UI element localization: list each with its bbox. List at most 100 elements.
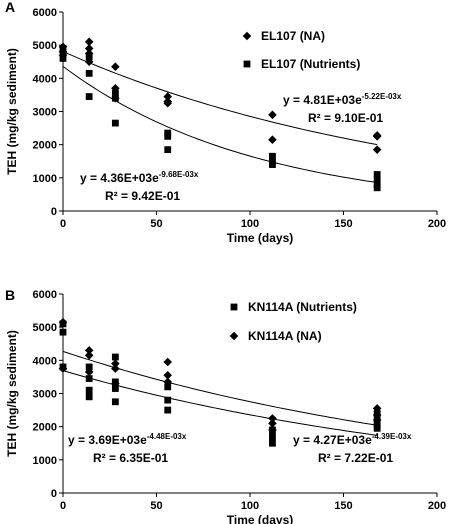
r-squared-text: R² = 7.22E-01 bbox=[318, 451, 393, 465]
x-tick-label: 0 bbox=[60, 218, 66, 230]
legend-entry: EL107 (NA) bbox=[242, 29, 325, 43]
panel-1: B 0 1000 2000 3000 4000 5000 6000 0 50 100 150 200 Ti… bbox=[5, 287, 446, 524]
data-point bbox=[164, 396, 172, 404]
data-point bbox=[163, 98, 173, 108]
data-point bbox=[59, 50, 67, 57]
r-squared-text: R² = 9.10E-01 bbox=[308, 111, 383, 125]
trendline bbox=[62, 370, 378, 436]
r-squared-text: R² = 6.35E-01 bbox=[93, 451, 168, 465]
panel-0: A 0 1000 2000 3000 4000 5000 6000 0 50 100 150 200 Ti… bbox=[5, 0, 446, 245]
fit-equation: y = 3.69E+03e-4.48E-03x R² = 6.35E-01 bbox=[68, 432, 187, 465]
data-point bbox=[268, 135, 277, 144]
y-tick-label: 1000 bbox=[33, 173, 57, 185]
data-point bbox=[59, 45, 67, 52]
data-point bbox=[58, 364, 68, 373]
y-tick-label: 1000 bbox=[33, 455, 57, 467]
y-tick-label: 6000 bbox=[33, 7, 57, 19]
data-point bbox=[163, 357, 173, 367]
legend-label: KN114A (NA) bbox=[248, 329, 322, 343]
legend-marker bbox=[230, 303, 238, 311]
data-point bbox=[163, 377, 173, 387]
data-point bbox=[84, 37, 94, 47]
y-tick-label: 5000 bbox=[33, 40, 57, 52]
data-point bbox=[59, 328, 67, 336]
x-tick-label: 100 bbox=[241, 218, 259, 230]
equation-exponent: -4.48E-03x bbox=[147, 432, 187, 441]
x-tick-label: 150 bbox=[334, 218, 352, 230]
x-tick-label: 200 bbox=[428, 218, 446, 230]
panel-label: A bbox=[5, 0, 15, 15]
data-point bbox=[84, 367, 94, 377]
data-point bbox=[111, 379, 120, 388]
data-point bbox=[164, 406, 172, 414]
data-point bbox=[269, 161, 276, 168]
legend-label: EL107 (NA) bbox=[261, 29, 325, 43]
y-axis-label: TEH (mg/kg sediment) bbox=[5, 330, 19, 457]
equation-text: y = 4.27E+03e-4.39E-03x bbox=[293, 432, 412, 447]
data-point bbox=[269, 152, 276, 160]
legend-marker bbox=[229, 331, 239, 341]
equation-exponent: -9.68E-03x bbox=[159, 170, 199, 179]
r-squared-text: R² = 9.42E-01 bbox=[105, 189, 180, 203]
equation-text: y = 4.36E+03e-9.68E-03x bbox=[80, 170, 199, 185]
data-point bbox=[268, 110, 277, 120]
trendline bbox=[62, 350, 378, 426]
data-point bbox=[111, 353, 119, 361]
data-point bbox=[163, 370, 173, 380]
data-point bbox=[372, 145, 382, 154]
data-point bbox=[373, 171, 381, 178]
legend-label: KN114A (Nutrients) bbox=[248, 300, 357, 314]
equation-exponent: -4.39E-03x bbox=[372, 432, 412, 441]
data-point bbox=[85, 363, 93, 371]
data-point bbox=[163, 92, 173, 101]
data-point bbox=[111, 364, 120, 373]
data-point bbox=[84, 346, 94, 355]
data-point bbox=[85, 53, 93, 61]
x-tick-label: 50 bbox=[150, 218, 162, 230]
data-point bbox=[58, 317, 68, 327]
data-point bbox=[269, 433, 276, 441]
x-tick-label: 150 bbox=[334, 500, 352, 512]
y-axis-label: TEH (mg/kg sediment) bbox=[5, 48, 19, 175]
y-tick-label: 3000 bbox=[33, 389, 57, 401]
legend-entry: KN114A (NA) bbox=[229, 329, 322, 343]
data-point bbox=[111, 89, 119, 97]
legend-entry: KN114A (Nutrients) bbox=[230, 300, 357, 314]
data-point bbox=[164, 383, 172, 391]
data-point bbox=[164, 146, 172, 154]
data-point bbox=[85, 393, 93, 401]
x-tick-label: 0 bbox=[60, 500, 66, 512]
data-point bbox=[111, 385, 119, 392]
data-point bbox=[84, 351, 94, 360]
series-1 bbox=[58, 317, 382, 435]
equation-exponent: -5.22E-03x bbox=[362, 92, 402, 101]
y-tick-label: 3000 bbox=[33, 107, 57, 119]
y-tick-label: 2000 bbox=[33, 422, 57, 434]
equation-text: y = 4.81E+03e-5.22E-03x bbox=[283, 92, 402, 107]
fit-equation: y = 4.81E+03e-5.22E-03x R² = 9.10E-01 bbox=[283, 92, 402, 125]
trendline bbox=[62, 51, 378, 146]
y-tick-label: 5000 bbox=[33, 322, 57, 334]
data-point bbox=[85, 375, 93, 382]
data-point bbox=[111, 94, 119, 102]
data-point bbox=[269, 439, 276, 447]
data-point bbox=[373, 184, 381, 192]
data-point bbox=[268, 414, 277, 423]
y-tick-label: 0 bbox=[51, 488, 57, 500]
fit-equation: y = 4.27E+03e-4.39E-03x R² = 7.22E-01 bbox=[293, 432, 412, 465]
data-point bbox=[268, 419, 277, 428]
data-point bbox=[268, 425, 277, 435]
y-tick-label: 6000 bbox=[33, 289, 57, 301]
legend-entry: EL107 (Nutrients) bbox=[243, 57, 360, 71]
data-point bbox=[372, 132, 382, 141]
data-point bbox=[111, 398, 119, 406]
data-point bbox=[111, 62, 120, 72]
x-axis-label: Time (days) bbox=[227, 513, 293, 524]
x-tick-label: 50 bbox=[150, 500, 162, 512]
legend-marker bbox=[243, 60, 251, 68]
data-point bbox=[111, 359, 120, 368]
x-axis-label: Time (days) bbox=[227, 231, 293, 245]
equation-text: y = 3.69E+03e-4.48E-03x bbox=[68, 432, 187, 447]
series-0 bbox=[59, 320, 381, 447]
